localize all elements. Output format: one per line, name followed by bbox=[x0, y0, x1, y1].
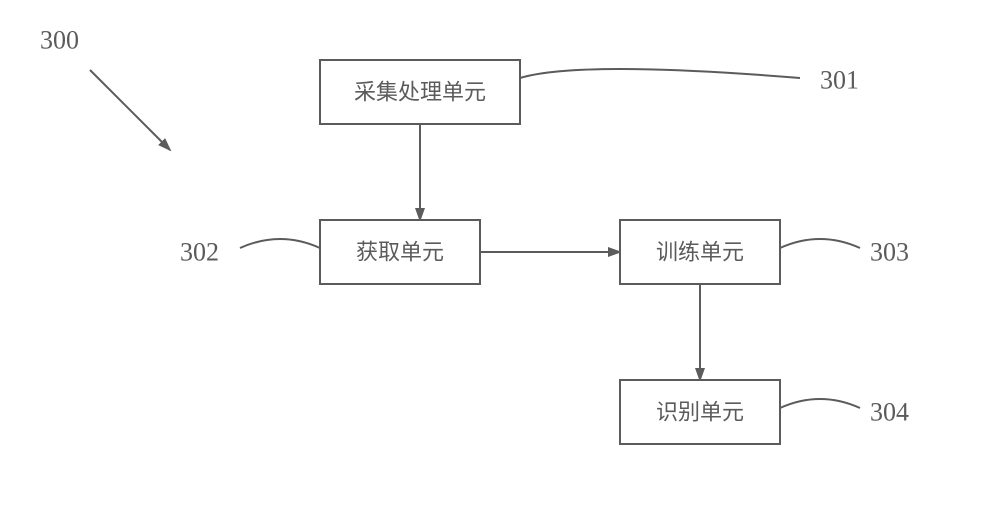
block-label: 识别单元 bbox=[656, 400, 744, 425]
leader-n301 bbox=[520, 69, 800, 78]
leader-n304 bbox=[780, 399, 860, 408]
ref-label-n301: 301 bbox=[820, 66, 859, 95]
leader-n302 bbox=[240, 239, 320, 248]
leader-n303 bbox=[780, 239, 860, 248]
figure-ref-arrow bbox=[90, 70, 170, 150]
block-label: 采集处理单元 bbox=[354, 80, 486, 105]
block-label: 获取单元 bbox=[356, 240, 444, 265]
block-diagram: 采集处理单元获取单元 训练单元识别单元 301 302 303 304 300 bbox=[0, 0, 1000, 511]
ref-label-n303: 303 bbox=[870, 238, 909, 267]
block-label: 训练单元 bbox=[656, 240, 744, 265]
block-n304: 识别单元 bbox=[620, 380, 780, 444]
ref-label-n302: 302 bbox=[180, 238, 219, 267]
block-n301: 采集处理单元 bbox=[320, 60, 520, 124]
block-n302: 获取单元 bbox=[320, 220, 480, 284]
ref-label-n304: 304 bbox=[870, 398, 909, 427]
figure-ref-label: 300 bbox=[40, 25, 79, 54]
block-n303: 训练单元 bbox=[620, 220, 780, 284]
